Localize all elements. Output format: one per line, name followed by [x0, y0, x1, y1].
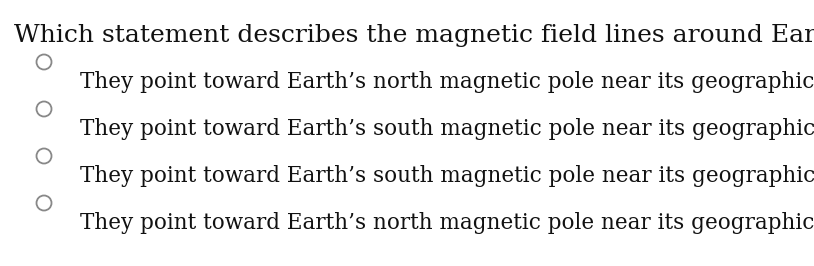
Text: Which statement describes the magnetic field lines around Earth?: Which statement describes the magnetic f…: [14, 24, 814, 47]
Text: They point toward Earth’s south magnetic pole near its geographic south pole.: They point toward Earth’s south magnetic…: [80, 165, 814, 187]
Text: They point toward Earth’s north magnetic pole near its geographic south pole.: They point toward Earth’s north magnetic…: [80, 212, 814, 234]
Text: They point toward Earth’s south magnetic pole near its geographic north pole.: They point toward Earth’s south magnetic…: [80, 118, 814, 140]
Text: They point toward Earth’s north magnetic pole near its geographic north pole.: They point toward Earth’s north magnetic…: [80, 71, 814, 93]
